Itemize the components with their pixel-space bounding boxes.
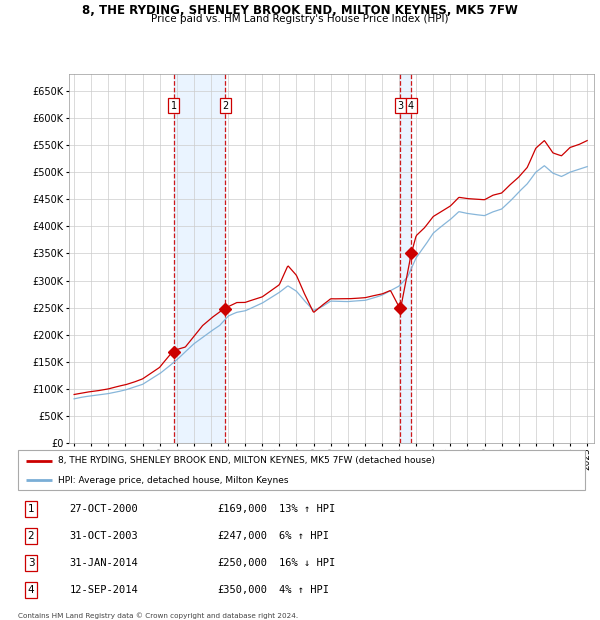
Text: 1: 1 xyxy=(28,504,34,514)
Text: HPI: Average price, detached house, Milton Keynes: HPI: Average price, detached house, Milt… xyxy=(58,476,289,485)
Text: Price paid vs. HM Land Registry's House Price Index (HPI): Price paid vs. HM Land Registry's House … xyxy=(151,14,449,24)
Text: £250,000: £250,000 xyxy=(217,558,267,568)
Bar xyxy=(173,74,225,443)
Text: £247,000: £247,000 xyxy=(217,531,267,541)
Text: 1: 1 xyxy=(170,101,177,111)
Text: 4: 4 xyxy=(408,101,414,111)
Text: 8, THE RYDING, SHENLEY BROOK END, MILTON KEYNES, MK5 7FW (detached house): 8, THE RYDING, SHENLEY BROOK END, MILTON… xyxy=(58,456,435,465)
Text: 12-SEP-2014: 12-SEP-2014 xyxy=(70,585,138,595)
Text: 31-OCT-2003: 31-OCT-2003 xyxy=(70,531,138,541)
Text: 2: 2 xyxy=(28,531,34,541)
Text: 27-OCT-2000: 27-OCT-2000 xyxy=(70,504,138,514)
Text: 8, THE RYDING, SHENLEY BROOK END, MILTON KEYNES, MK5 7FW: 8, THE RYDING, SHENLEY BROOK END, MILTON… xyxy=(82,4,518,17)
Text: 6% ↑ HPI: 6% ↑ HPI xyxy=(278,531,329,541)
Bar xyxy=(400,74,411,443)
Text: 3: 3 xyxy=(397,101,403,111)
Text: 4% ↑ HPI: 4% ↑ HPI xyxy=(278,585,329,595)
Text: £350,000: £350,000 xyxy=(217,585,267,595)
Text: 4: 4 xyxy=(28,585,34,595)
Text: Contains HM Land Registry data © Crown copyright and database right 2024.
This d: Contains HM Land Registry data © Crown c… xyxy=(18,612,298,620)
Text: £169,000: £169,000 xyxy=(217,504,267,514)
Text: 31-JAN-2014: 31-JAN-2014 xyxy=(70,558,138,568)
Text: 16% ↓ HPI: 16% ↓ HPI xyxy=(278,558,335,568)
Text: 3: 3 xyxy=(28,558,34,568)
Text: 13% ↑ HPI: 13% ↑ HPI xyxy=(278,504,335,514)
Text: 2: 2 xyxy=(222,101,228,111)
FancyBboxPatch shape xyxy=(18,450,585,490)
